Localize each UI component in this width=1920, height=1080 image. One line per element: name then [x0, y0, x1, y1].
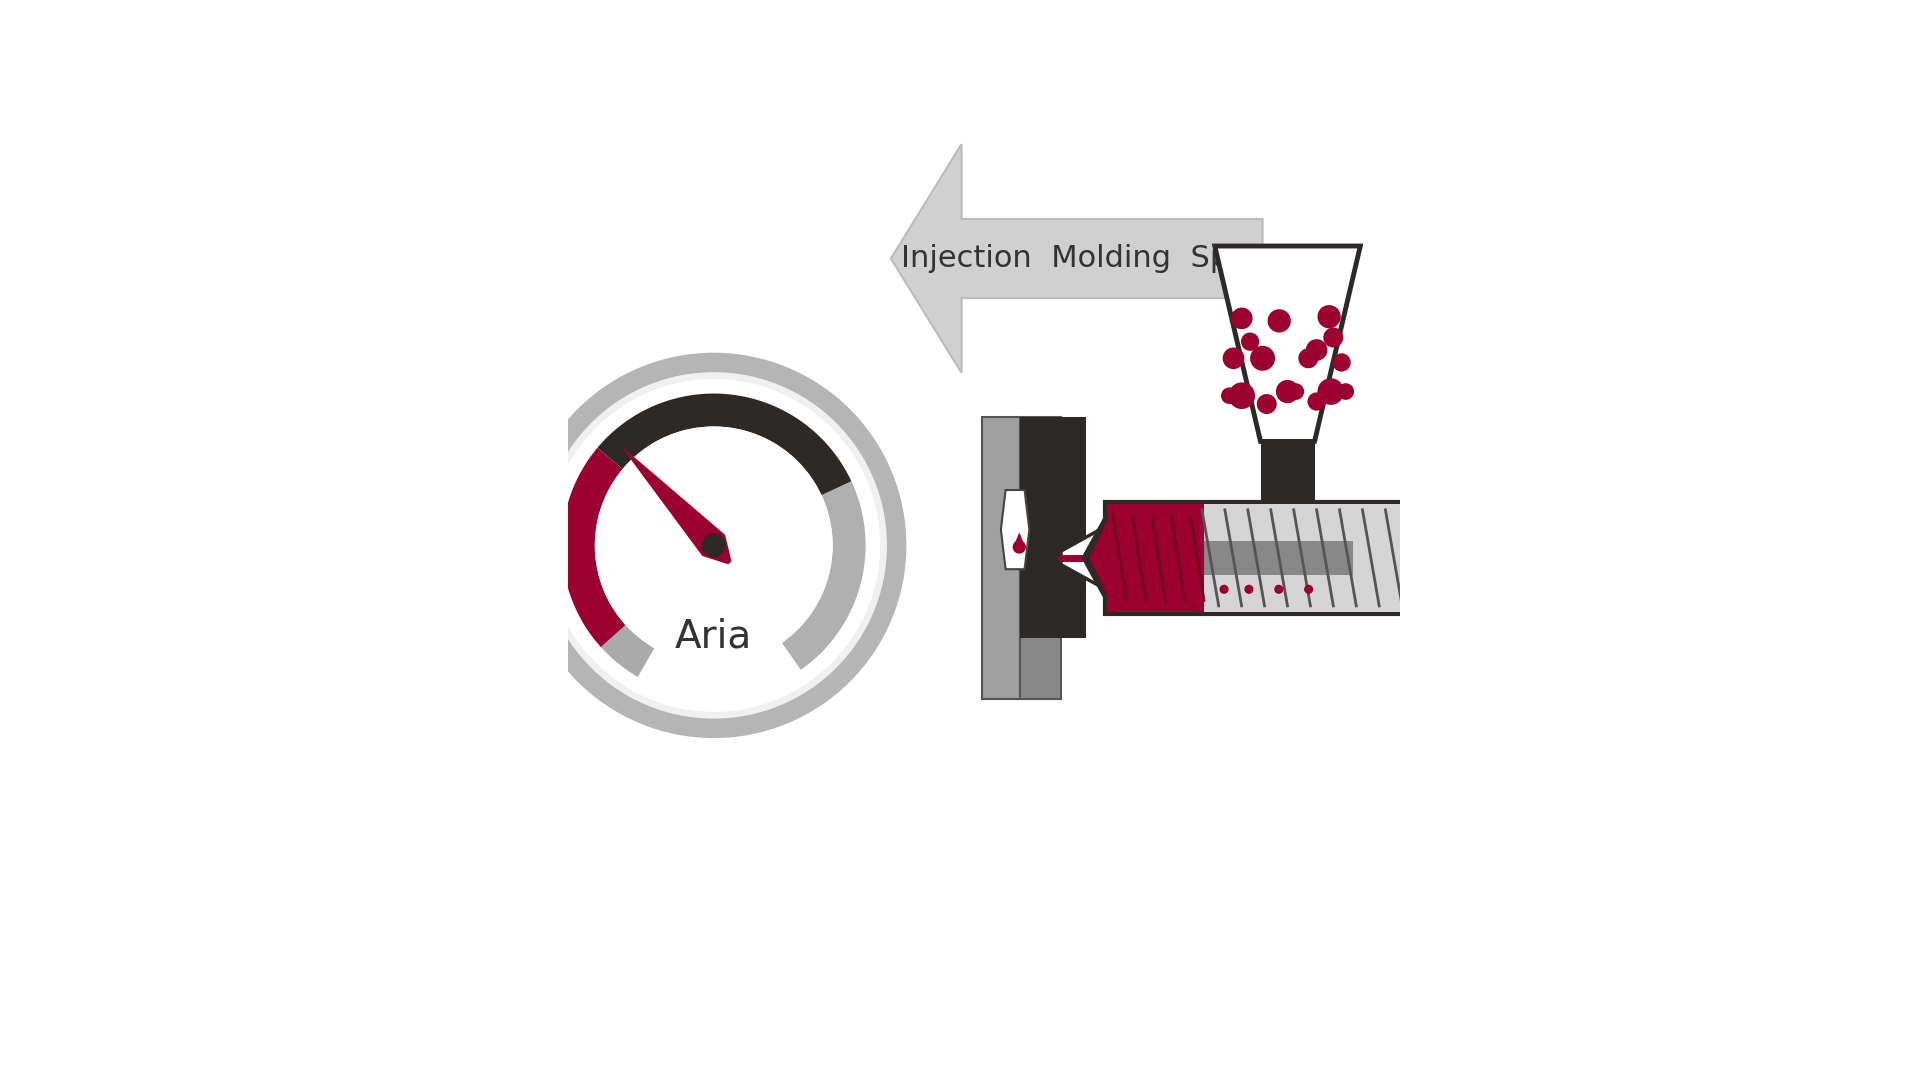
Bar: [981, 417, 1020, 699]
Circle shape: [1306, 339, 1327, 361]
Bar: [1108, 504, 1405, 611]
Circle shape: [1288, 383, 1304, 400]
Polygon shape: [1215, 246, 1359, 442]
Polygon shape: [1014, 532, 1023, 543]
Circle shape: [1012, 540, 1025, 554]
Circle shape: [1317, 305, 1340, 328]
Bar: [1108, 504, 1204, 611]
Polygon shape: [582, 600, 659, 677]
Bar: [1020, 417, 1087, 637]
Circle shape: [547, 379, 879, 712]
Circle shape: [1323, 327, 1344, 348]
Circle shape: [1275, 584, 1283, 594]
Circle shape: [1298, 349, 1319, 368]
Polygon shape: [563, 448, 626, 647]
Circle shape: [1277, 380, 1300, 403]
Bar: [1104, 502, 1407, 615]
Circle shape: [1304, 584, 1313, 594]
Bar: [1104, 541, 1354, 575]
Circle shape: [1267, 309, 1290, 333]
Polygon shape: [1091, 518, 1108, 597]
Circle shape: [1338, 383, 1354, 400]
Bar: [1407, 495, 1427, 621]
Circle shape: [703, 534, 726, 557]
Circle shape: [1223, 348, 1244, 369]
Polygon shape: [620, 445, 732, 564]
Circle shape: [1229, 382, 1256, 409]
Polygon shape: [1081, 511, 1108, 605]
Polygon shape: [1000, 490, 1029, 569]
Circle shape: [530, 363, 897, 728]
Text: Aria: Aria: [676, 618, 753, 656]
Circle shape: [1240, 333, 1260, 351]
Bar: [1020, 417, 1062, 699]
Circle shape: [1244, 584, 1254, 594]
Circle shape: [1250, 346, 1275, 370]
Circle shape: [1221, 388, 1238, 404]
Circle shape: [595, 427, 833, 664]
Polygon shape: [1062, 527, 1104, 589]
Text: Injection  Molding  Speed: Injection Molding Speed: [900, 244, 1286, 273]
Circle shape: [1219, 584, 1229, 594]
Circle shape: [1258, 394, 1277, 414]
Polygon shape: [891, 144, 1263, 373]
Bar: [1261, 442, 1315, 502]
Polygon shape: [781, 482, 866, 670]
Circle shape: [1308, 392, 1327, 410]
Circle shape: [1194, 584, 1204, 594]
Circle shape: [1231, 308, 1252, 329]
Circle shape: [1332, 353, 1352, 372]
Circle shape: [1317, 378, 1344, 405]
Polygon shape: [597, 393, 851, 495]
